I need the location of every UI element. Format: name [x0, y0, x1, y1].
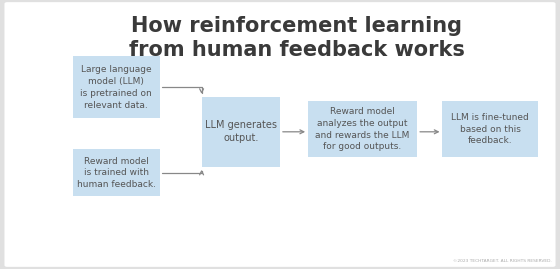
FancyBboxPatch shape: [202, 97, 280, 167]
Text: Reward model
analyzes the output
and rewards the LLM
for good outputs.: Reward model analyzes the output and rew…: [315, 107, 410, 151]
FancyBboxPatch shape: [308, 101, 417, 157]
Text: Reward model
is trained with
human feedback.: Reward model is trained with human feedb…: [77, 157, 156, 189]
FancyBboxPatch shape: [73, 56, 160, 118]
FancyBboxPatch shape: [73, 149, 160, 196]
Text: Large language
model (LLM)
is pretrained on
relevant data.: Large language model (LLM) is pretrained…: [80, 65, 152, 110]
FancyBboxPatch shape: [442, 101, 538, 157]
Text: LLM generates
output.: LLM generates output.: [205, 120, 277, 143]
Text: How reinforcement learning
from human feedback works: How reinforcement learning from human fe…: [129, 16, 465, 60]
Text: LLM is fine-tuned
based on this
feedback.: LLM is fine-tuned based on this feedback…: [451, 113, 529, 146]
Text: ©2023 TECHTARGET. ALL RIGHTS RESERVED.: ©2023 TECHTARGET. ALL RIGHTS RESERVED.: [453, 259, 552, 263]
